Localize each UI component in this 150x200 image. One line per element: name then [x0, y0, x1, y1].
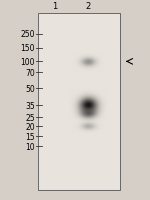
Text: 70: 70: [25, 68, 35, 77]
Text: 10: 10: [25, 142, 35, 151]
Text: 250: 250: [21, 30, 35, 39]
Text: 1: 1: [52, 2, 58, 11]
Text: 2: 2: [85, 2, 91, 11]
Text: 100: 100: [21, 58, 35, 67]
Text: 50: 50: [25, 84, 35, 93]
Text: 15: 15: [25, 132, 35, 141]
Text: 25: 25: [25, 113, 35, 122]
Text: 35: 35: [25, 101, 35, 110]
Text: 20: 20: [25, 122, 35, 131]
Text: 150: 150: [21, 44, 35, 53]
Bar: [38, 14, 120, 190]
